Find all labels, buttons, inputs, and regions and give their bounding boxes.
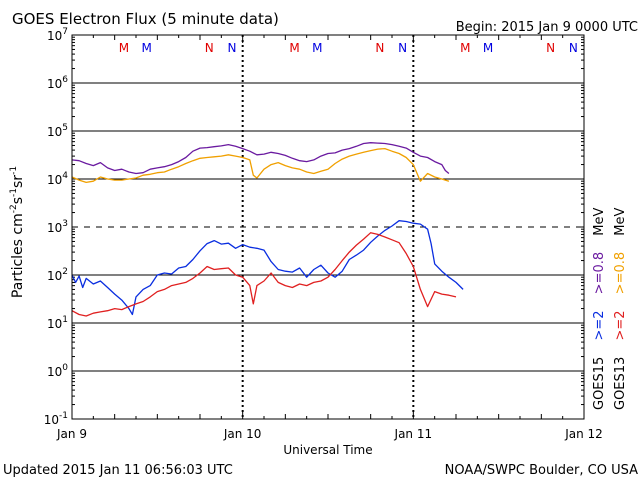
- x-tick-labels: Jan 9 Jan 10 Jan 11 Jan 12: [56, 427, 603, 441]
- y-label-part-2: s: [10, 197, 26, 204]
- series-line-3: [71, 232, 457, 317]
- legend-goes13-label: GOES13: [613, 357, 628, 410]
- marker-1: M: [141, 41, 151, 55]
- x-tick-label-48h: Jan 11: [394, 427, 433, 441]
- legend-goes13-2mev: >=2: [613, 310, 628, 340]
- chart-title: GOES Electron Flux (5 minute data): [12, 10, 279, 28]
- y-tick-exp: -1: [59, 411, 68, 421]
- legend-goes13-08mev: >=0.8: [613, 252, 628, 294]
- y-tick-label-1e1: 101: [47, 315, 68, 331]
- y-tick-exp: 0: [62, 363, 68, 373]
- marker-11: N: [569, 41, 578, 55]
- y-label-sup-3: -1: [9, 166, 19, 175]
- y-tick-label-1e-1: 10-1: [44, 411, 68, 427]
- marker-5: M: [312, 41, 322, 55]
- marker-4: M: [289, 41, 299, 55]
- y-tick-exp: 1: [62, 315, 68, 325]
- y-tick-base: 10: [47, 221, 62, 235]
- marker-0: M: [119, 41, 129, 55]
- y-tick-base: 10: [47, 269, 62, 283]
- y-tick-label-1e4: 104: [47, 171, 68, 187]
- y-tick-base: 10: [47, 173, 62, 187]
- series-line-0: [71, 142, 450, 175]
- x-tick-label-24h: Jan 10: [223, 427, 262, 441]
- updated-label: Updated 2015 Jan 11 06:56:03 UTC: [3, 463, 233, 478]
- y-tick-label-1e0: 100: [47, 363, 68, 379]
- legend-goes13-mev: MeV: [613, 208, 628, 236]
- source-label: NOAA/SWPC Boulder, CO USA: [445, 463, 638, 478]
- legend-goes15-08mev: >=0.8: [592, 252, 607, 294]
- right-legend: GOES15 >=2 >=0.8 MeV GOES13 >=2 >=0.8 Me…: [592, 208, 628, 410]
- y-tick-base: 10: [47, 365, 62, 379]
- y-tick-base: 10: [44, 413, 59, 427]
- y-tick-base: 10: [47, 317, 62, 331]
- y-label-sup-2: -1: [9, 188, 19, 197]
- y-tick-exp: 2: [62, 267, 68, 277]
- marker-6: N: [375, 41, 384, 55]
- day-dividers: [71, 35, 585, 419]
- y-tick-label-1e6: 106: [47, 75, 68, 91]
- marker-7: N: [398, 41, 407, 55]
- begin-label: Begin: 2015 Jan 9 0000 UTC: [456, 20, 638, 35]
- marker-2: N: [205, 41, 214, 55]
- svg-text:GOES13 >=2 >=0.8: GOES13 >=2 >=0.8 MeV: [613, 208, 628, 410]
- y-tick-label-1e2: 102: [47, 267, 68, 283]
- legend-goes15-2mev: >=2: [592, 310, 607, 340]
- series-line-2: [71, 147, 450, 184]
- y-tick-exp: 3: [62, 219, 68, 229]
- y-tick-base: 10: [47, 29, 62, 43]
- marker-9: M: [483, 41, 493, 55]
- y-label-part-3: sr: [10, 175, 26, 188]
- x-tick-label-72h: Jan 12: [564, 427, 603, 441]
- y-tick-exp: 7: [62, 27, 68, 37]
- y-tick-label-1e3: 103: [47, 219, 68, 235]
- grid-lines: [72, 34, 584, 420]
- y-tick-base: 10: [47, 125, 62, 139]
- plot-frame: [71, 34, 585, 420]
- y-tick-exp: 5: [62, 123, 68, 133]
- y-tick-exp: 6: [62, 75, 68, 85]
- legend-goes15-mev: MeV: [592, 208, 607, 236]
- flux-series: [71, 142, 464, 317]
- y-tick-label-1e7: 107: [47, 27, 68, 43]
- x-axis-label: Universal Time: [283, 443, 372, 457]
- series-line-1: [71, 220, 464, 316]
- marker-8: M: [460, 41, 470, 55]
- legend-goes15-label: GOES15: [592, 357, 607, 410]
- y-tick-base: 10: [47, 77, 62, 91]
- y-tick-label-1e5: 105: [47, 123, 68, 139]
- x-tick-label-0h: Jan 9: [56, 427, 87, 441]
- y-label-part-1: Particles cm: [10, 213, 26, 298]
- svg-text:GOES15 >=2 >=0.8: GOES15 >=2 >=0.8 MeV: [592, 208, 607, 410]
- y-axis-label: Particles cm-2s-1sr-1: [9, 166, 26, 298]
- y-tick-exp: 4: [62, 171, 68, 181]
- marker-3: N: [228, 41, 237, 55]
- y-label-sup-1: -2: [9, 204, 19, 213]
- marker-10: N: [546, 41, 555, 55]
